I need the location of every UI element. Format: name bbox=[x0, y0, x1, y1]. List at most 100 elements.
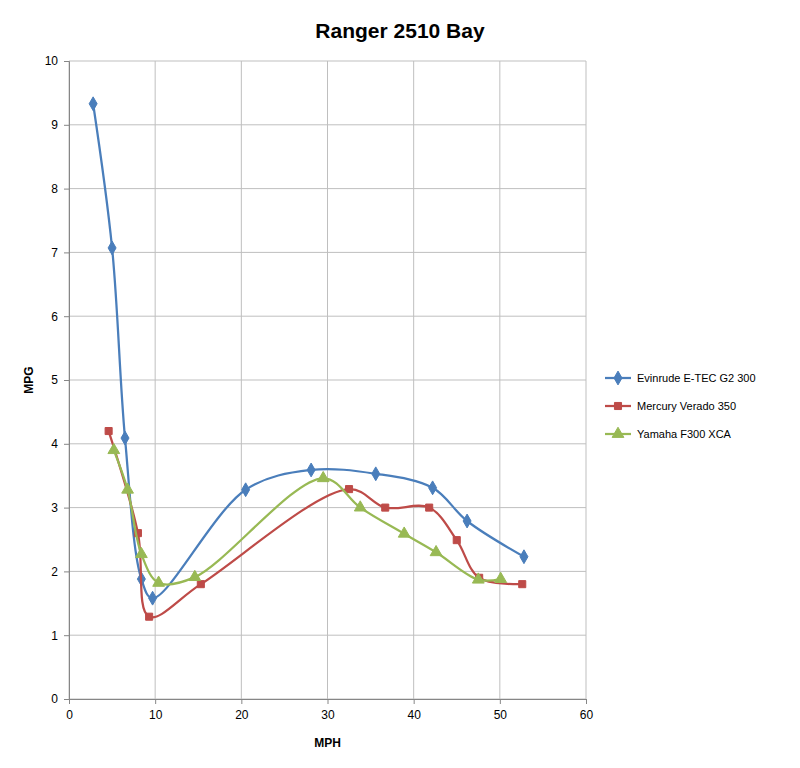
tick: 0 bbox=[51, 692, 69, 706]
legend-marker bbox=[614, 402, 621, 409]
grid-line bbox=[69, 380, 586, 381]
legend-label: Evinrude E-TEC G2 300 bbox=[637, 372, 756, 384]
tick-label: 6 bbox=[51, 310, 58, 324]
tick: 2 bbox=[51, 565, 69, 579]
marker bbox=[372, 467, 380, 481]
marker bbox=[153, 576, 165, 586]
tick-label: 3 bbox=[51, 501, 58, 515]
marker bbox=[346, 486, 353, 493]
tick-label: 0 bbox=[51, 692, 58, 706]
marker bbox=[108, 241, 116, 255]
marker bbox=[146, 613, 153, 620]
marker bbox=[121, 431, 129, 445]
tick-mark bbox=[64, 316, 69, 317]
grid-line bbox=[69, 252, 586, 253]
marker bbox=[429, 481, 437, 495]
tick-mark bbox=[155, 699, 156, 704]
series-line bbox=[114, 450, 501, 585]
grid-line bbox=[69, 507, 586, 508]
marker bbox=[453, 537, 460, 544]
tick-mark bbox=[64, 699, 69, 700]
legend: Evinrude E-TEC G2 300 Mercury Verado 350 Y… bbox=[605, 371, 756, 440]
marker bbox=[108, 443, 120, 453]
marker bbox=[426, 504, 433, 511]
marker bbox=[197, 581, 204, 588]
legend-label: Mercury Verado 350 bbox=[637, 400, 736, 412]
tick: 9 bbox=[51, 118, 69, 132]
legend-item: Yamaha F300 XCA bbox=[605, 427, 732, 440]
tick: 6 bbox=[51, 310, 69, 324]
x-axis-title: MPH bbox=[314, 736, 341, 750]
tick-mark bbox=[64, 252, 69, 253]
marker bbox=[495, 572, 507, 582]
tick: 20 bbox=[235, 699, 249, 722]
series-group bbox=[89, 97, 528, 620]
tick-label: 40 bbox=[407, 708, 421, 722]
legend-item: Evinrude E-TEC G2 300 bbox=[605, 371, 756, 385]
tick: 5 bbox=[51, 373, 69, 387]
x-axis: 0 10 20 30 40 50 60 bbox=[66, 699, 593, 722]
series-line bbox=[109, 431, 523, 617]
tick: 3 bbox=[51, 501, 69, 515]
tick-mark bbox=[500, 699, 501, 704]
grid bbox=[69, 61, 586, 699]
grid-line bbox=[69, 61, 586, 62]
marker bbox=[317, 471, 329, 481]
legend-marker bbox=[614, 371, 622, 385]
marker bbox=[307, 463, 315, 477]
tick-mark bbox=[64, 508, 69, 509]
axis-line bbox=[64, 62, 70, 700]
marker bbox=[242, 483, 250, 497]
marker bbox=[105, 428, 112, 435]
marker bbox=[463, 514, 471, 528]
grid-line bbox=[69, 316, 586, 317]
background bbox=[0, 0, 800, 768]
legend-item: Mercury Verado 350 bbox=[605, 400, 736, 412]
y-axis-title: MPG bbox=[22, 366, 36, 393]
marker bbox=[519, 581, 526, 588]
series-line bbox=[93, 104, 524, 598]
marker bbox=[135, 547, 147, 557]
tick-mark bbox=[241, 699, 242, 704]
tick-label: 50 bbox=[494, 708, 508, 722]
tick: 40 bbox=[407, 699, 421, 722]
tick: 10 bbox=[45, 54, 69, 68]
tick-mark bbox=[64, 189, 69, 190]
tick-mark bbox=[64, 635, 69, 636]
tick: 0 bbox=[66, 699, 73, 722]
tick-label: 30 bbox=[321, 708, 335, 722]
marker bbox=[89, 97, 97, 111]
plot: 0102030405060012345678910 bbox=[45, 54, 594, 721]
marker bbox=[354, 501, 366, 511]
marker bbox=[520, 550, 528, 564]
title: Ranger 2510 Bay bbox=[315, 19, 485, 42]
tick-label: 1 bbox=[51, 629, 58, 643]
grid-line bbox=[69, 635, 586, 636]
axis-line bbox=[70, 700, 587, 705]
tick-mark bbox=[64, 444, 69, 445]
tick: 1 bbox=[51, 629, 69, 643]
tick-label: 60 bbox=[580, 708, 594, 722]
marker bbox=[189, 570, 201, 580]
tick-label: 5 bbox=[51, 373, 58, 387]
tick-label: 0 bbox=[66, 708, 73, 722]
tick-mark bbox=[64, 61, 69, 62]
marker bbox=[472, 573, 484, 583]
marker bbox=[398, 527, 410, 537]
tick: 50 bbox=[494, 699, 508, 722]
legend-label: Yamaha F300 XCA bbox=[637, 428, 732, 440]
tick-label: 8 bbox=[51, 182, 58, 196]
marker bbox=[122, 483, 134, 493]
grid-line bbox=[69, 124, 586, 125]
tick: 8 bbox=[51, 182, 69, 196]
tick-mark bbox=[64, 571, 69, 572]
tick-label: 10 bbox=[149, 708, 163, 722]
tick: 4 bbox=[51, 437, 69, 451]
chart: 0102030405060012345678910Ranger 2510 Bay… bbox=[0, 0, 800, 768]
tick-label: 10 bbox=[45, 54, 59, 68]
tick: 30 bbox=[321, 699, 335, 722]
tick-label: 9 bbox=[51, 118, 58, 132]
marker bbox=[430, 545, 442, 555]
grid-line bbox=[69, 571, 586, 572]
tick-mark bbox=[64, 380, 69, 381]
